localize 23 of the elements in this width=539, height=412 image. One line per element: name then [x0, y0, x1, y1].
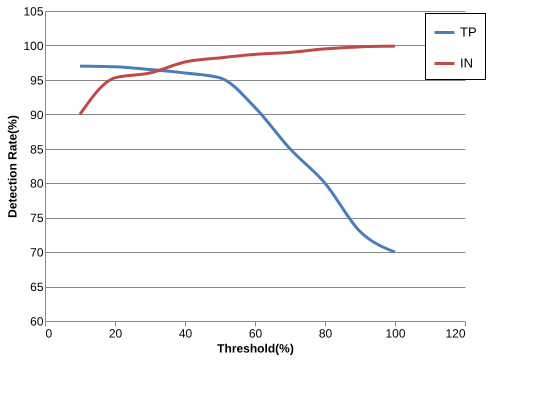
- y-tick-label: 105: [23, 4, 44, 18]
- x-axis-title: Threshold(%): [217, 342, 294, 356]
- y-tick-label: 60: [30, 314, 44, 328]
- x-tick-label: 80: [318, 326, 332, 340]
- y-tick-label: 75: [30, 211, 44, 226]
- legend-label: IN: [460, 56, 473, 70]
- y-tick-label: 65: [30, 280, 44, 294]
- legend-label: TP: [460, 24, 477, 40]
- y-tick-label: 70: [30, 246, 44, 260]
- y-tick-label: 90: [30, 108, 44, 122]
- y-tick-label: 80: [30, 176, 44, 191]
- x-tick-label: 120: [445, 326, 466, 340]
- x-tick-label: 100: [385, 326, 406, 340]
- x-tick-label: 20: [108, 326, 122, 340]
- y-tick-label: 85: [30, 142, 44, 156]
- x-tick-label: 60: [248, 326, 262, 340]
- line-series: [78, 64, 396, 254]
- x-tick-label: 40: [178, 326, 192, 340]
- y-tick-label: 100: [23, 38, 44, 53]
- x-tick-label: 0: [46, 326, 52, 340]
- y-axis-title: Detection Rate(%): [5, 115, 20, 218]
- line-series: [78, 44, 396, 116]
- y-tick-label: 95: [30, 73, 44, 88]
